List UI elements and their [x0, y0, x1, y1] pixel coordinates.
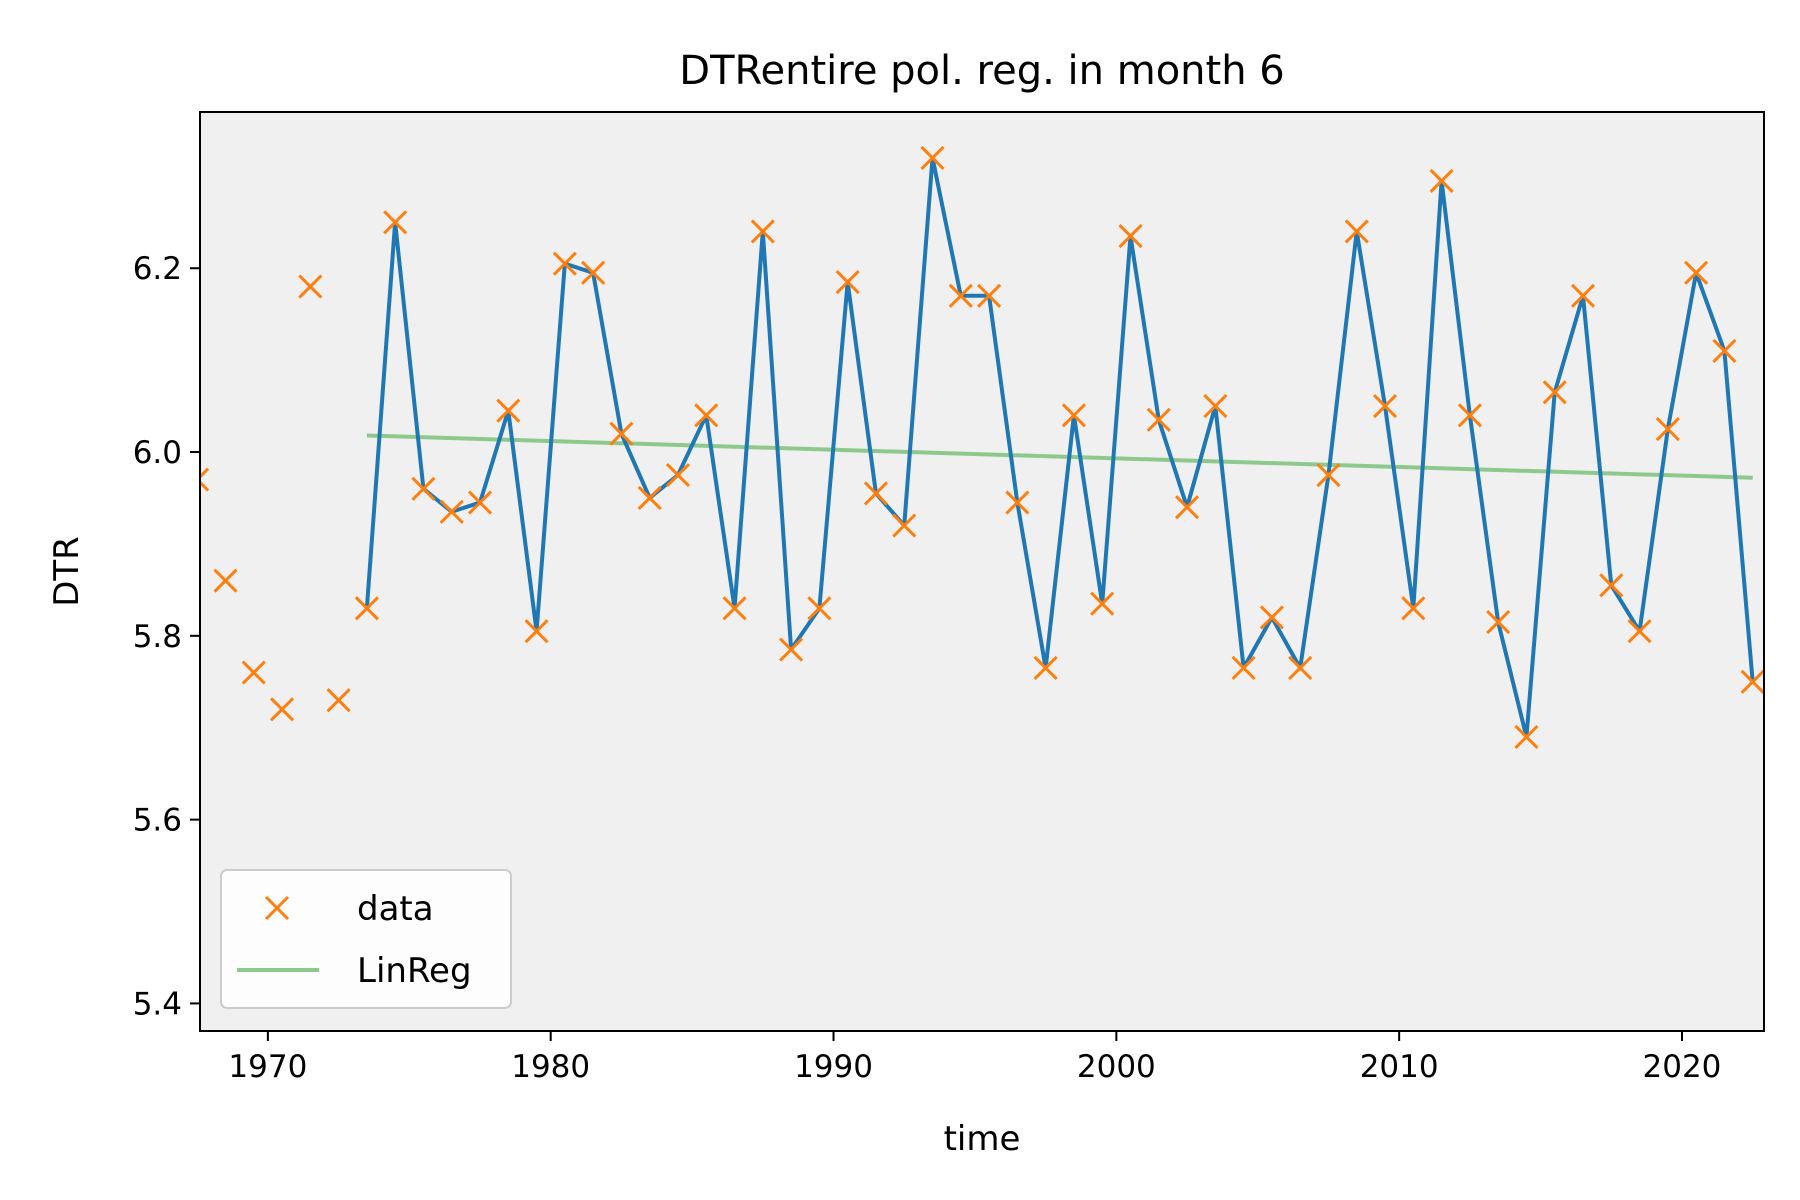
- x-tick-label: 2010: [1360, 1049, 1439, 1085]
- y-tick-label: 5.4: [133, 986, 182, 1022]
- data-point: [1203, 394, 1228, 419]
- data-point: [665, 462, 691, 488]
- data-point: [411, 476, 436, 501]
- data-point: [1344, 219, 1369, 244]
- data-line: [364, 155, 1755, 739]
- data-point: [1061, 403, 1086, 428]
- data-point: [298, 274, 323, 299]
- data-point: [1514, 724, 1539, 749]
- plot-series: [200, 145, 1764, 749]
- linreg-line: [366, 433, 1753, 480]
- data-point: [1599, 573, 1624, 598]
- data-point: [200, 467, 210, 492]
- y-tick-label: 6.0: [133, 435, 182, 471]
- data-point: [1457, 403, 1482, 428]
- plot-frame: [199, 111, 1765, 1032]
- data-point: [1542, 380, 1567, 405]
- data-point: [1684, 260, 1709, 285]
- data-point: [552, 251, 577, 276]
- data-point: [609, 421, 634, 446]
- data-point: [779, 637, 804, 662]
- x-axis-label: time: [944, 1119, 1021, 1159]
- data-point: [1259, 605, 1284, 630]
- data-point: [694, 403, 719, 428]
- x-tick-label: 1980: [511, 1049, 590, 1085]
- data-point: [383, 210, 408, 235]
- data-point: [1372, 394, 1398, 419]
- data-point: [354, 596, 379, 621]
- y-axis-label: DTR: [47, 536, 87, 607]
- data-point: [269, 697, 295, 722]
- data-point: [1090, 591, 1115, 616]
- data-point: [977, 283, 1002, 308]
- y-tick-label: 6.2: [133, 251, 182, 287]
- data-point: [1288, 655, 1313, 681]
- data-point: [1118, 224, 1143, 249]
- data-point: [1627, 619, 1652, 644]
- data-point: [241, 660, 266, 685]
- data-point: [524, 619, 549, 644]
- legend-data-marker: [264, 895, 290, 921]
- data-point: [1740, 669, 1764, 694]
- data-point: [920, 145, 945, 171]
- data-point: [1401, 596, 1426, 621]
- data-point: [1712, 338, 1737, 364]
- data-point: [581, 260, 606, 285]
- data-point: [807, 596, 832, 621]
- y-tick-label: 5.6: [133, 803, 182, 839]
- data-point: [948, 283, 973, 308]
- legend-label-data: data: [357, 889, 434, 929]
- data-point: [1231, 655, 1256, 681]
- data-point: [892, 513, 917, 538]
- chart-title: DTRentire pol. reg. in month 6: [679, 48, 1284, 94]
- data-point: [1033, 655, 1058, 681]
- legend-box: [220, 869, 512, 1009]
- x-tick-label: 1970: [228, 1049, 307, 1085]
- data-point: [496, 398, 521, 423]
- data-point: [722, 596, 747, 621]
- data-point: [439, 499, 464, 524]
- x-tick-label: 2000: [1077, 1049, 1156, 1085]
- data-point: [637, 485, 662, 511]
- data-point: [1570, 283, 1596, 308]
- data-point: [326, 688, 351, 713]
- x-tick-label: 2020: [1643, 1049, 1722, 1085]
- x-axis: 1970 1980 1990 2000 2010 2020: [228, 1031, 1721, 1085]
- y-axis: 5.4 5.6 5.8 6.0 6.2: [133, 251, 200, 1022]
- data-point: [213, 568, 238, 593]
- legend: data LinReg: [220, 869, 512, 1009]
- plot-content: [200, 145, 1764, 749]
- data-point: [1174, 495, 1200, 520]
- data-point: [863, 481, 889, 506]
- data-point: [1429, 168, 1454, 193]
- data-point: [467, 490, 493, 515]
- data-point: [1316, 462, 1341, 488]
- data-point: [750, 219, 775, 244]
- legend-label-linreg: LinReg: [357, 951, 472, 991]
- x-tick-label: 1990: [794, 1049, 873, 1085]
- y-tick-label: 5.8: [133, 619, 182, 655]
- data-point: [835, 269, 860, 295]
- data-point: [1655, 416, 1680, 442]
- data-point: [1146, 407, 1171, 432]
- data-point: [1005, 490, 1030, 515]
- data-point: [1486, 609, 1511, 635]
